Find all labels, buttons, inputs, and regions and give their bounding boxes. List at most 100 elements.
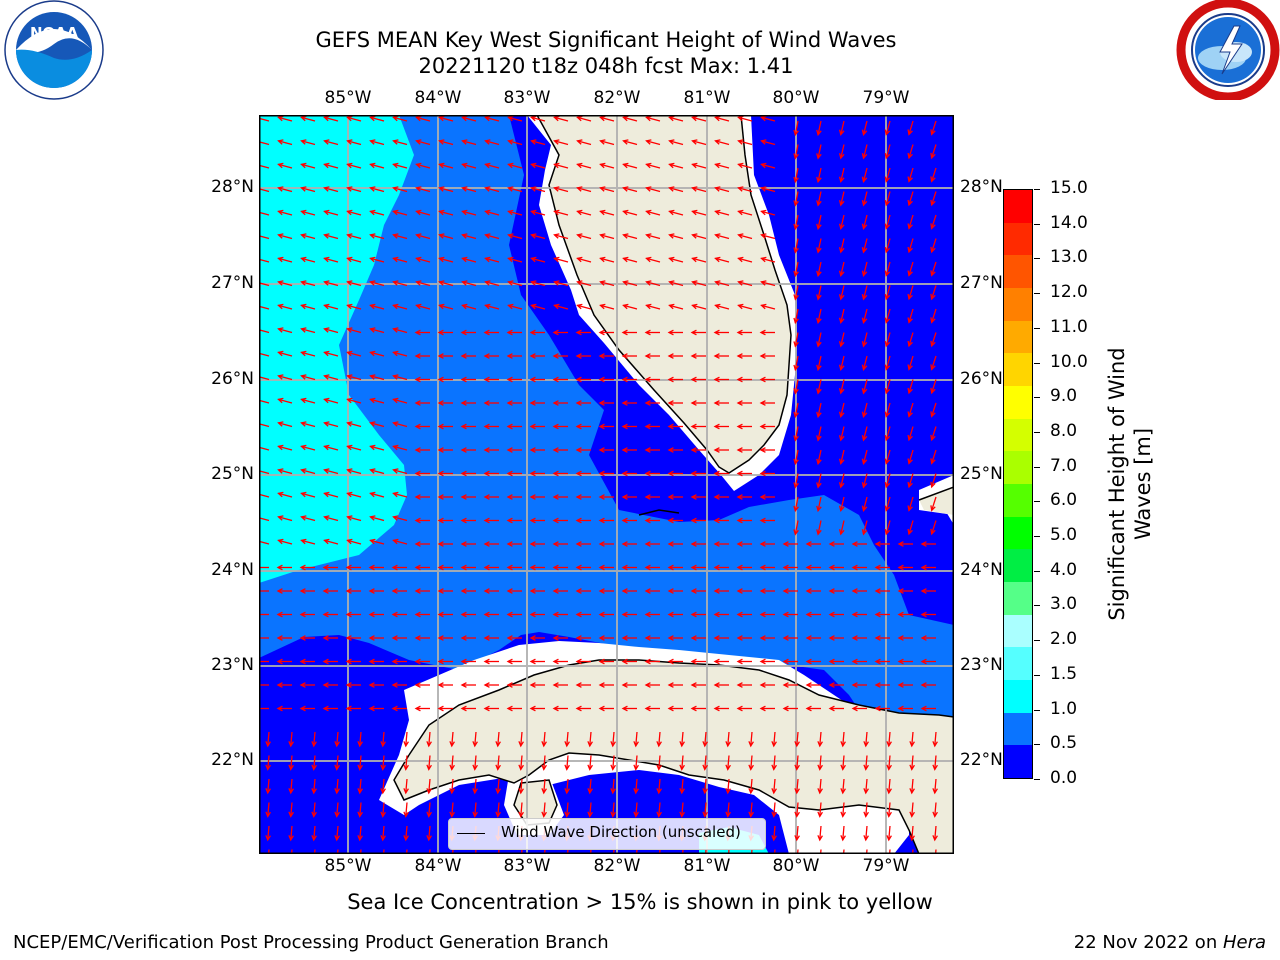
wind-wave-arrowhead: [713, 353, 720, 359]
wind-wave-arrowhead: [598, 541, 605, 547]
wind-wave-arrowhead: [884, 199, 891, 207]
wind-wave-arrow: [451, 778, 454, 794]
wind-wave-arrow: [508, 304, 523, 310]
wind-wave-arrow: [738, 210, 753, 216]
wind-wave-arrow: [715, 234, 730, 240]
wind-wave-arrowhead: [621, 682, 628, 688]
wind-wave-arrowhead: [575, 376, 582, 383]
wind-wave-arrowhead: [438, 209, 445, 216]
wind-wave-arrowhead: [460, 423, 467, 430]
wind-wave-arrow: [600, 234, 615, 240]
wind-wave-arrowhead: [437, 517, 444, 524]
wind-wave-arrowhead: [782, 658, 789, 665]
wind-wave-arrowhead: [656, 811, 662, 818]
wind-wave-arrowhead: [437, 588, 444, 594]
wind-wave-arrowhead: [816, 388, 822, 395]
wind-wave-arrowhead: [644, 611, 651, 618]
wind-wave-arrowhead: [599, 303, 606, 310]
wind-wave-arrowhead: [277, 139, 284, 145]
wind-wave-arrow: [439, 116, 454, 122]
wind-wave-arrowhead: [437, 423, 444, 430]
wind-wave-arrowhead: [759, 470, 766, 477]
wind-wave-arrowhead: [552, 588, 559, 594]
wind-wave-arrow: [324, 539, 339, 545]
wind-wave-arrow: [908, 120, 914, 135]
wind-wave-arrow: [623, 257, 638, 263]
wind-wave-arrow: [462, 257, 477, 263]
wind-wave-arrow: [531, 187, 546, 193]
wind-wave-arrow: [840, 332, 845, 347]
wind-wave-arrow: [819, 849, 822, 854]
wind-wave-arrow: [865, 731, 868, 747]
lat-tick-right-24n: 24°N: [960, 560, 1003, 580]
wind-wave-arrowhead: [736, 541, 743, 547]
wind-wave-arrow: [405, 731, 408, 747]
wind-wave-arrow: [885, 473, 891, 488]
wind-wave-arrowhead: [414, 705, 421, 712]
wind-wave-arrow: [817, 261, 822, 276]
wind-wave-arrow: [646, 210, 661, 216]
wind-wave-arrow: [531, 116, 546, 122]
wind-wave-arrowhead: [737, 209, 744, 216]
wind-wave-arrowhead: [576, 280, 583, 286]
wind-wave-arrow: [623, 234, 638, 240]
wind-wave-arrow: [370, 304, 385, 310]
wind-wave-arrowhead: [564, 741, 570, 748]
wind-wave-arrow: [370, 257, 385, 263]
lat-tick-right-23n: 23°N: [960, 655, 1003, 675]
wind-wave-arrowhead: [645, 139, 652, 145]
wind-wave-arrowhead: [483, 376, 490, 383]
wind-wave-arrow: [278, 445, 293, 451]
wind-wave-arrowhead: [299, 611, 306, 618]
wind-wave-arrowhead: [884, 340, 891, 348]
wind-wave-arrowhead: [346, 303, 353, 310]
wind-wave-arrowhead: [392, 397, 399, 404]
wind-wave-arrowhead: [346, 444, 353, 451]
wind-wave-arrowhead: [690, 682, 697, 688]
wind-wave-arrow: [623, 163, 638, 169]
wind-wave-arrow: [681, 731, 684, 747]
wind-wave-arrow: [715, 257, 730, 263]
wind-wave-arrowhead: [530, 280, 537, 286]
wind-wave-arrowhead: [816, 458, 822, 466]
wind-wave-arrow: [393, 351, 408, 357]
wind-wave-arrowhead: [460, 329, 467, 336]
wind-wave-arrow: [259, 258, 270, 263]
wind-wave-arrowhead: [415, 256, 422, 263]
wind-wave-arrowhead: [805, 588, 812, 594]
wind-wave-arrow: [347, 516, 362, 522]
wind-wave-arrow: [259, 141, 270, 146]
wind-wave-arrowhead: [529, 564, 536, 571]
wind-wave-arrowhead: [311, 741, 317, 748]
wind-wave-arrow: [862, 402, 868, 417]
wind-wave-arrowhead: [403, 788, 409, 795]
wind-wave-arrow: [738, 234, 753, 240]
wind-wave-arrowhead: [794, 811, 800, 818]
wind-wave-arrowhead: [277, 327, 284, 333]
wind-wave-arrow: [359, 731, 362, 747]
wind-wave-arrowhead: [713, 541, 720, 547]
title-line-2: 20221120 t18z 048h fcst Max: 1.41: [418, 54, 794, 78]
wind-wave-arrowhead: [622, 139, 629, 145]
wind-wave-arrowhead: [909, 811, 915, 818]
wind-wave-arrow: [451, 802, 454, 817]
wind-wave-arrow: [416, 234, 431, 240]
wind-wave-arrow: [485, 281, 500, 287]
wind-wave-arrowhead: [300, 327, 307, 333]
wind-wave-arrowhead: [840, 788, 846, 795]
colorbar-band: [1004, 386, 1032, 419]
wind-wave-arrowhead: [874, 635, 881, 641]
wind-wave-arrow: [761, 210, 776, 216]
wind-wave-arrowhead: [276, 635, 283, 641]
wind-wave-arrowhead: [391, 635, 398, 641]
wind-wave-arrowhead: [737, 162, 744, 169]
wind-wave-arrow: [485, 163, 500, 169]
wind-wave-arrowhead: [816, 294, 822, 301]
wind-wave-arrowhead: [667, 588, 674, 594]
wind-wave-arrow: [600, 210, 615, 216]
wind-wave-arrowhead: [621, 658, 628, 665]
wind-wave-arrow: [393, 445, 408, 451]
wind-wave-arrowhead: [346, 350, 353, 357]
colorbar-tick-label: 11.0: [1050, 316, 1088, 337]
wind-wave-arrow: [336, 825, 339, 841]
